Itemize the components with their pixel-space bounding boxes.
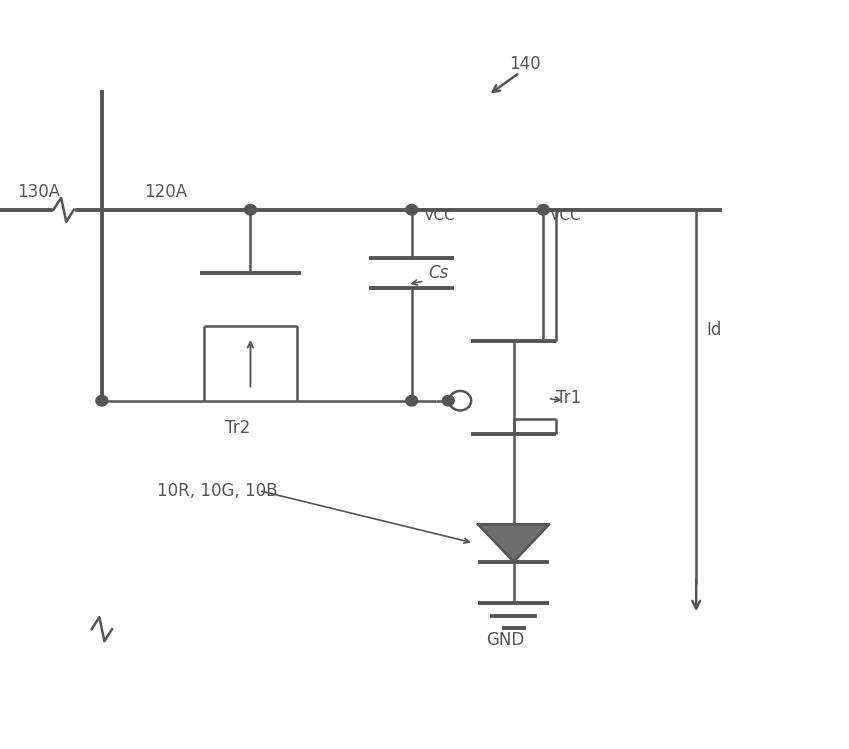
Text: 120A: 120A bbox=[144, 184, 188, 201]
Text: Tr2: Tr2 bbox=[225, 419, 250, 437]
Circle shape bbox=[245, 204, 256, 215]
Polygon shape bbox=[478, 524, 549, 562]
Text: VCC: VCC bbox=[550, 208, 582, 223]
Text: GND: GND bbox=[486, 631, 525, 649]
Text: 130A: 130A bbox=[17, 184, 60, 201]
Polygon shape bbox=[89, 616, 115, 643]
Polygon shape bbox=[53, 196, 74, 223]
Circle shape bbox=[96, 395, 108, 406]
Circle shape bbox=[442, 395, 454, 406]
Circle shape bbox=[537, 204, 549, 215]
Circle shape bbox=[406, 204, 418, 215]
Circle shape bbox=[406, 395, 418, 406]
Text: VCC: VCC bbox=[424, 208, 455, 223]
Text: Id: Id bbox=[706, 321, 722, 339]
Text: 140: 140 bbox=[509, 55, 541, 73]
Text: Tr1: Tr1 bbox=[556, 389, 582, 407]
Text: 10R, 10G, 10B: 10R, 10G, 10B bbox=[157, 482, 278, 500]
Text: Cs: Cs bbox=[429, 264, 449, 282]
